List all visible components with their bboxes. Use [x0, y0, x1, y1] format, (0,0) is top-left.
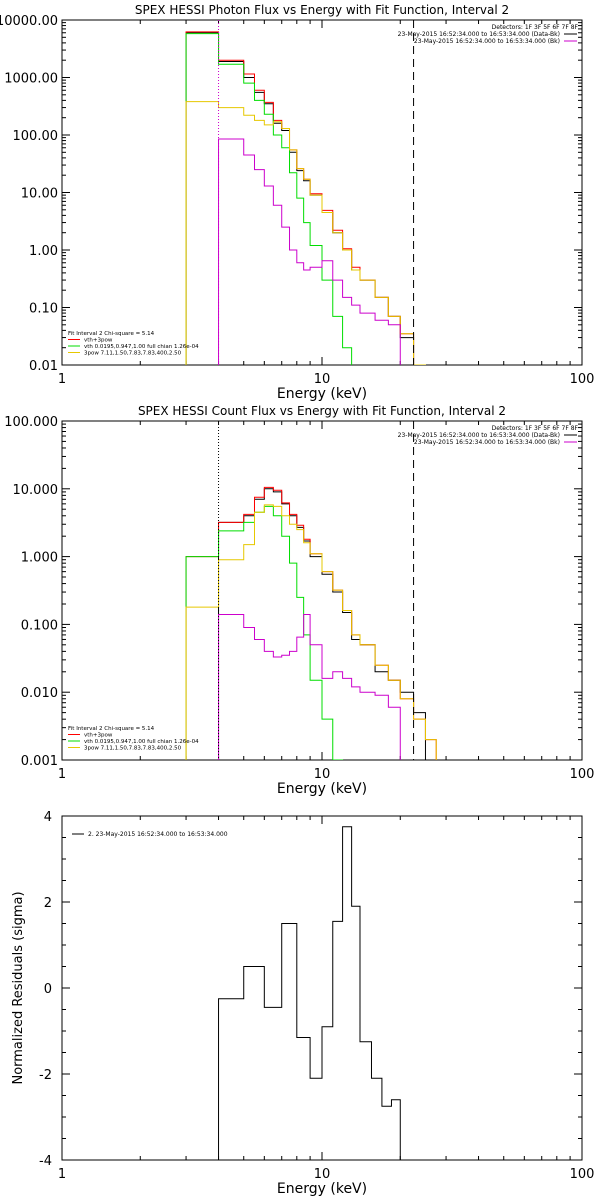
y-tick-label: 100.000 — [4, 415, 58, 430]
y-tick-label: 1.000 — [21, 551, 58, 566]
x-tick-label: 100 — [570, 372, 595, 387]
legend-fit-entry: vth+3pow — [84, 733, 113, 739]
legend-residual-entry: 2. 23-May-2015 16:52:34.000 to 16:53:34.… — [88, 831, 228, 838]
series-vth — [185, 505, 344, 760]
legend-fit-entry: Fit Interval 2 Chi-square = 5.14 — [68, 726, 155, 732]
legend-fit-entry: 3pow 7.11,1.50,7.83,7.83,400,2.50 — [84, 351, 182, 357]
y-tick-label: -4 — [39, 1154, 52, 1169]
series-bk — [218, 613, 401, 760]
legend-interval: 23-May-2015 16:52:34.000 to 16:53:34.000… — [398, 31, 560, 38]
x-tick-label: 100 — [570, 1167, 595, 1182]
chart-1: SPEX HESSI Photon Flux vs Energy with Fi… — [0, 3, 594, 402]
y-tick-label: 1.00 — [29, 244, 58, 259]
x-axis-label: Energy (keV) — [277, 1181, 367, 1197]
y-tick-label: 10000.00 — [0, 14, 58, 29]
x-tick-label: 1 — [58, 372, 66, 387]
series-vth — [185, 33, 353, 365]
x-tick-label: 10 — [314, 372, 331, 387]
y-tick-label: 0.10 — [29, 302, 58, 317]
x-axis-label: Energy (keV) — [277, 386, 367, 402]
chart-3: 1 10 100 Energy (keV) -4 -2 0 2 4 Normalized Resi… — [11, 810, 594, 1197]
y-tick-label: 100.00 — [13, 129, 59, 144]
x-tick-label: 1 — [58, 767, 66, 782]
series-group — [185, 486, 437, 760]
y-tick-label: 4 — [44, 810, 52, 825]
y-tick-label: 10.000 — [13, 483, 59, 498]
x-tick-label: 10 — [314, 767, 331, 782]
series-3pow — [185, 101, 426, 365]
y-axis-label: Normalized Residuals (sigma) — [11, 891, 26, 1084]
series-data-bk — [218, 488, 426, 760]
chart-title: SPEX HESSI Photon Flux vs Energy with Fi… — [135, 3, 509, 17]
series-3pow — [185, 504, 437, 760]
x-tick-label: 1 — [58, 1167, 66, 1182]
series-2-23-may-2015-16-52-34-000-to-16-53-34-000 — [218, 826, 415, 1160]
chart-2: SPEX HESSI Count Flux vs Energy with Fit… — [4, 404, 594, 797]
y-tick-label: 0.001 — [21, 754, 58, 769]
series-bk — [218, 138, 401, 365]
legend-fit-entry: vth+3pow — [84, 338, 113, 344]
y-tick-label: 0.100 — [21, 618, 58, 633]
series-vth-3pow — [185, 31, 426, 365]
y-tick-label: 0 — [44, 982, 52, 997]
legend-fit-entry: vth 0.0195,0.947,1.00 full chian 1.26e-0… — [84, 739, 199, 745]
y-tick-label: 0.010 — [21, 686, 58, 701]
x-tick-label: 10 — [314, 1167, 331, 1182]
y-tick-label: 10.00 — [21, 187, 58, 202]
series-group — [218, 826, 415, 1160]
legend-interval: 23-May-2015 16:52:34.000 to 16:53:34.000… — [414, 38, 560, 45]
legend-fit-entry: 3pow 7.11,1.50,7.83,7.83,400,2.50 — [84, 746, 182, 752]
legend-interval: 23-May-2015 16:52:34.000 to 16:53:34.000… — [398, 432, 560, 439]
x-axis-label: Energy (keV) — [277, 781, 367, 797]
legend-interval: 23-May-2015 16:52:34.000 to 16:53:34.000… — [414, 439, 560, 446]
series-group — [185, 31, 426, 365]
y-tick-label: -2 — [39, 1068, 52, 1083]
x-tick-label: 100 — [570, 767, 595, 782]
y-tick-label: 2 — [44, 896, 52, 911]
legend-detectors: Detectors: 1F 3F 5F 6F 7F 8F — [492, 24, 579, 31]
series-data-bk — [185, 32, 426, 365]
legend-fit-entry: vth 0.0195,0.947,1.00 full chian 1.26e-0… — [84, 344, 199, 350]
plot-frame — [61, 19, 583, 366]
y-tick-label: 0.01 — [29, 359, 58, 374]
plot-frame — [61, 815, 583, 1161]
legend-detectors: Detectors: 1F 3F 5F 6F 7F 8F — [492, 425, 579, 432]
y-tick-label: 1000.00 — [4, 72, 58, 87]
legend-fit-entry: Fit Interval 2 Chi-square = 5.14 — [68, 331, 155, 337]
chart-title: SPEX HESSI Count Flux vs Energy with Fit… — [138, 404, 506, 418]
